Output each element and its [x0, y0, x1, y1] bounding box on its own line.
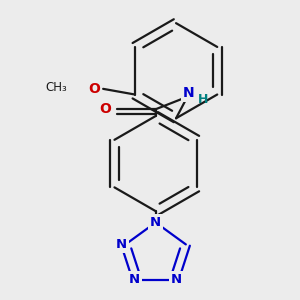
Text: N: N	[129, 273, 140, 286]
Text: N: N	[183, 86, 194, 100]
Text: O: O	[88, 82, 100, 96]
Text: N: N	[171, 273, 182, 286]
Text: H: H	[198, 92, 208, 106]
Text: N: N	[116, 238, 127, 251]
Text: N: N	[150, 216, 161, 229]
Text: O: O	[100, 102, 112, 116]
Text: CH₃: CH₃	[45, 81, 67, 94]
